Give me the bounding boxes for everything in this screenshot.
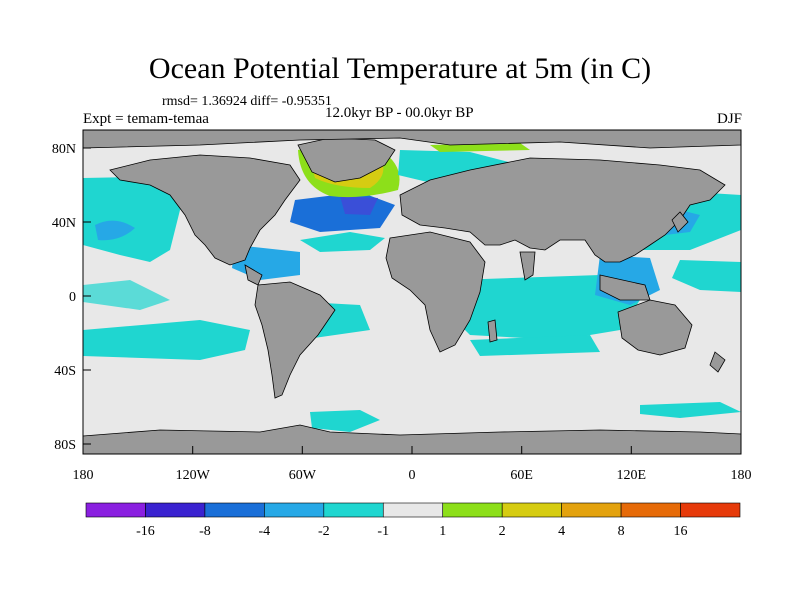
colorbar-label: 16 (674, 524, 688, 539)
x-tick-label: 180 (73, 468, 94, 483)
rmsd-diff-stats: rmsd= 1.36924 diff= -0.95351 (162, 94, 332, 109)
colorbar-label: 4 (558, 524, 565, 539)
colorbar-swatch (620, 502, 681, 518)
colorbar-label: -1 (377, 524, 389, 539)
x-tick-label: 60W (289, 468, 317, 483)
land-masses (83, 130, 741, 454)
colorbar-label: -8 (199, 524, 211, 539)
colorbar-label: -16 (136, 524, 155, 539)
colorbar-swatch (680, 502, 741, 518)
x-tick-label: 0 (409, 468, 416, 483)
madagascar (487, 319, 498, 343)
colorbar-label: -4 (259, 524, 271, 539)
x-tick-label: 120E (617, 468, 647, 483)
period-label: 12.0kyr BP - 00.0kyr BP (325, 105, 474, 121)
colorbar-swatch (382, 502, 444, 518)
antarctica (83, 424, 741, 454)
colorbar-label: 8 (618, 524, 625, 539)
north-america (109, 154, 301, 266)
africa (385, 231, 486, 353)
maritime-continent (599, 274, 651, 301)
colorbar-label: -2 (318, 524, 330, 539)
axis-ticks (82, 147, 742, 454)
map-plot (83, 130, 741, 454)
x-tick-label: 60E (510, 468, 533, 483)
colorbar-swatch (561, 502, 622, 518)
arctic-mask (83, 130, 741, 149)
colorbar: -16 -8 -4 -2 -1 1 2 4 8 16 (85, 502, 741, 539)
y-tick-label: 80S (54, 438, 76, 453)
x-tick-labels: 180 120W 60W 0 60E 120E 180 (73, 468, 752, 483)
y-tick-label: 80N (52, 142, 76, 157)
new-zealand (709, 351, 726, 373)
australia (617, 299, 693, 356)
y-tick-label: 40N (52, 216, 76, 231)
y-tick-label: 0 (69, 290, 76, 305)
x-tick-label: 120W (176, 468, 211, 483)
japan (671, 211, 689, 233)
colorbar-label: 1 (439, 524, 446, 539)
colorbar-swatch (145, 502, 206, 518)
eurasia (399, 157, 726, 263)
y-tick-labels: 80N 40N 0 40S 80S (52, 142, 76, 453)
colorbar-swatch (264, 502, 325, 518)
colorbar-swatch (501, 502, 562, 518)
colorbar-swatch (204, 502, 265, 518)
colorbar-label: 2 (499, 524, 506, 539)
colorbar-swatch (85, 502, 146, 518)
y-tick-label: 40S (54, 364, 76, 379)
experiment-label: Expt = temam-temaa (83, 111, 209, 127)
south-america (254, 281, 336, 399)
colorbar-swatch (323, 502, 384, 518)
india (519, 251, 536, 281)
colorbar-swatch (442, 502, 503, 518)
map-title: Ocean Potential Temperature at 5m (in C) (148, 52, 652, 85)
season-label: DJF (716, 111, 742, 127)
x-tick-label: 180 (731, 468, 752, 483)
